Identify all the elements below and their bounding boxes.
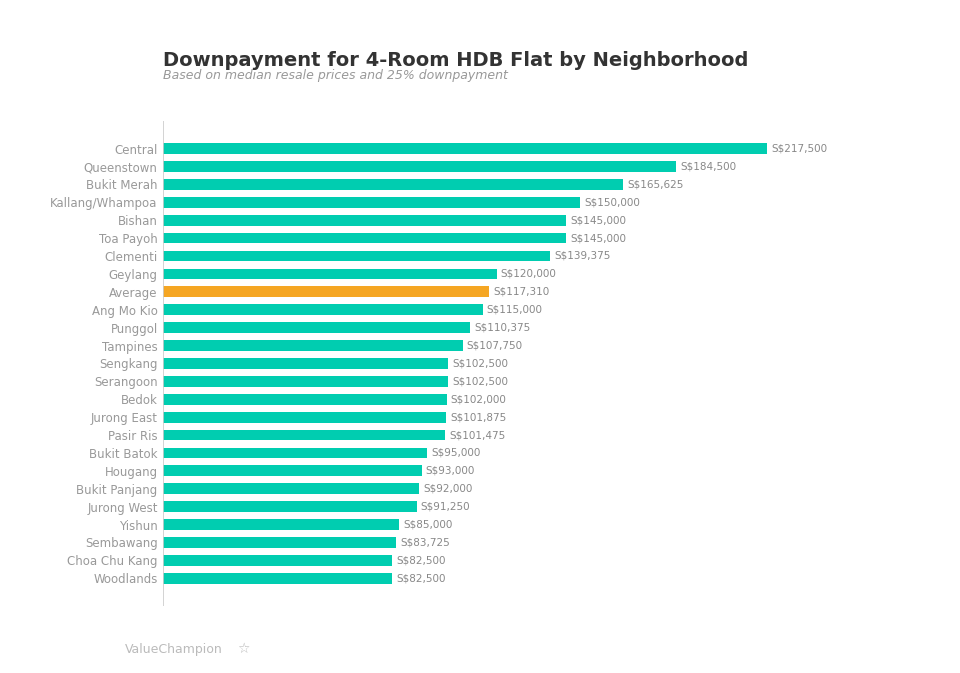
Text: S$91,250: S$91,250 [420, 501, 470, 511]
Text: S$102,500: S$102,500 [452, 376, 508, 386]
Text: Downpayment for 4-Room HDB Flat by Neighborhood: Downpayment for 4-Room HDB Flat by Neigh… [163, 50, 749, 69]
Bar [163, 466, 421, 476]
Text: S$217,500: S$217,500 [772, 143, 828, 153]
Bar [163, 197, 580, 208]
Bar [163, 287, 489, 297]
Text: S$107,750: S$107,750 [467, 341, 523, 351]
Bar [163, 322, 469, 333]
Bar [163, 250, 550, 261]
Bar [163, 340, 463, 351]
Bar [163, 161, 676, 172]
Text: S$110,375: S$110,375 [474, 322, 530, 332]
Text: S$145,000: S$145,000 [570, 233, 626, 243]
Bar [163, 304, 483, 315]
Text: S$85,000: S$85,000 [403, 520, 453, 530]
Text: Based on median resale prices and 25% downpayment: Based on median resale prices and 25% do… [163, 69, 508, 82]
Bar [163, 537, 396, 548]
Bar [163, 448, 427, 458]
Text: S$95,000: S$95,000 [431, 448, 481, 458]
Bar [163, 429, 445, 440]
Bar [163, 394, 446, 404]
Text: S$101,475: S$101,475 [449, 430, 506, 440]
Text: S$102,000: S$102,000 [450, 394, 507, 404]
Text: S$92,000: S$92,000 [423, 484, 472, 494]
Bar [163, 501, 417, 512]
Text: S$101,875: S$101,875 [450, 412, 507, 422]
Text: S$93,000: S$93,000 [425, 466, 475, 476]
Bar [163, 519, 399, 530]
Text: S$184,500: S$184,500 [680, 162, 736, 172]
Bar [163, 179, 623, 190]
Text: S$139,375: S$139,375 [555, 251, 611, 261]
Bar [163, 269, 496, 279]
Bar [163, 555, 393, 566]
Bar [163, 483, 419, 494]
Bar [163, 358, 448, 369]
Text: S$150,000: S$150,000 [584, 197, 640, 207]
Text: S$82,500: S$82,500 [396, 573, 446, 583]
Text: S$115,000: S$115,000 [487, 305, 542, 315]
Bar [163, 233, 566, 244]
Text: ValueChampion: ValueChampion [125, 643, 223, 656]
Text: S$120,000: S$120,000 [501, 269, 557, 279]
Text: S$145,000: S$145,000 [570, 215, 626, 225]
Bar [163, 215, 566, 225]
Text: ☆: ☆ [237, 642, 250, 656]
Text: S$82,500: S$82,500 [396, 555, 446, 565]
Bar [163, 376, 448, 387]
Text: S$165,625: S$165,625 [628, 179, 684, 189]
Text: S$117,310: S$117,310 [493, 287, 549, 297]
Text: S$102,500: S$102,500 [452, 359, 508, 368]
Bar [163, 143, 767, 154]
Bar [163, 412, 446, 423]
Text: S$83,725: S$83,725 [400, 538, 449, 548]
Bar [163, 573, 393, 583]
